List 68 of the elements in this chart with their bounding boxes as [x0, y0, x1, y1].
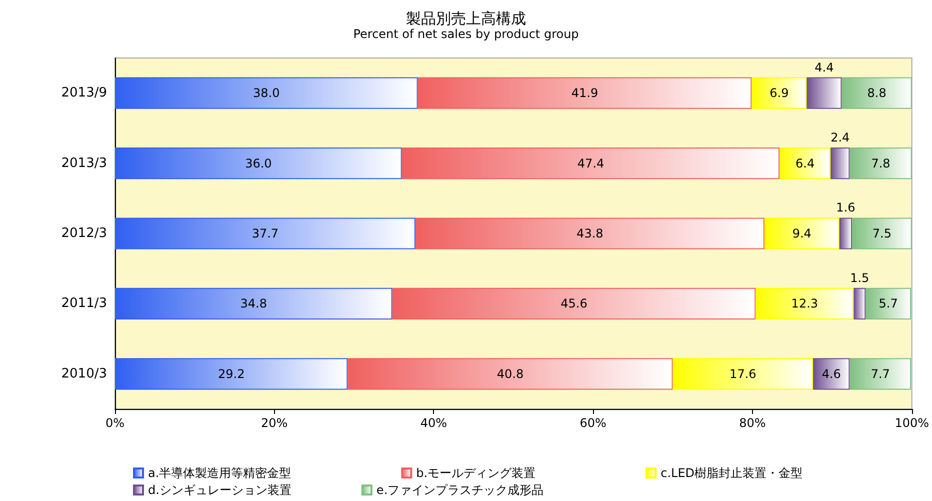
bar [672, 358, 814, 390]
bar [348, 358, 673, 390]
data-label: 6.9 [770, 86, 789, 100]
data-label: 2.4 [830, 130, 850, 145]
data-label: 47.4 [577, 156, 604, 170]
data-label: 45.6 [560, 296, 588, 311]
bar [806, 77, 842, 109]
legend-label: a.半導体製造用等精密金型 [148, 466, 292, 480]
bar [780, 148, 831, 180]
data-label: 7.5 [872, 226, 892, 240]
bar [866, 288, 912, 320]
legend-label: c.LED樹脂封止装置・金型 [660, 466, 803, 480]
bar [115, 358, 348, 390]
data-label: 43.8 [576, 226, 604, 240]
data-label: 7.7 [870, 366, 890, 381]
data-label: 41.9 [571, 86, 598, 100]
data-label: 36.0 [245, 156, 272, 170]
y-tick-label: 2011/3 [61, 296, 107, 312]
y-tick-label: 2010/3 [61, 366, 107, 382]
data-label: 5.7 [878, 296, 898, 311]
data-label: 6.4 [796, 156, 815, 170]
chart-title: 製品別売上高構成 [406, 10, 526, 28]
x-tick-label: 60% [580, 416, 606, 430]
data-label: 34.8 [240, 296, 268, 311]
x-tick-label: 100% [894, 416, 930, 430]
data-label: 7.8 [871, 156, 890, 170]
bar [842, 77, 912, 109]
x-tick-label: 0% [105, 416, 125, 430]
bar [830, 148, 850, 180]
bar [752, 77, 807, 109]
legend-label: d.シンギュレーション装置 [148, 483, 292, 497]
bar [402, 148, 780, 180]
data-label: 1.6 [836, 200, 856, 215]
bar [854, 288, 866, 320]
bar [115, 77, 418, 109]
data-label: 29.2 [218, 366, 245, 381]
bar [756, 288, 854, 320]
data-label: 12.3 [791, 296, 818, 311]
bar [392, 288, 756, 320]
data-label: 40.8 [496, 366, 524, 381]
bar [115, 148, 402, 180]
bar [764, 218, 840, 250]
bar [850, 148, 912, 180]
data-label: 38.0 [253, 86, 280, 100]
y-tick-label: 2013/9 [61, 86, 107, 101]
bar [839, 218, 852, 250]
data-label: 17.6 [730, 366, 756, 381]
data-label: 8.8 [867, 86, 886, 100]
y-tick-label: 2012/3 [61, 226, 107, 241]
bar [850, 358, 912, 390]
x-tick-label: 40% [420, 416, 448, 430]
data-label: 4.4 [814, 60, 834, 74]
data-label: 9.4 [792, 226, 812, 240]
bar [115, 218, 416, 250]
x-tick-label: 20% [261, 416, 288, 430]
data-label: 4.6 [822, 366, 841, 381]
bar [418, 77, 752, 109]
legend-label: e.ファインプラスチック成形品 [376, 483, 544, 497]
bar [415, 218, 764, 250]
bar [852, 218, 912, 250]
chart-subtitle: Percent of net sales by product group [353, 27, 579, 41]
data-label: 37.7 [252, 226, 279, 240]
y-tick-label: 2013/3 [61, 156, 107, 171]
bar [115, 288, 392, 320]
data-label: 1.5 [850, 270, 870, 285]
x-tick-label: 80% [739, 416, 766, 430]
legend-label: b.モールディング装置 [416, 466, 536, 480]
bar [813, 358, 850, 390]
